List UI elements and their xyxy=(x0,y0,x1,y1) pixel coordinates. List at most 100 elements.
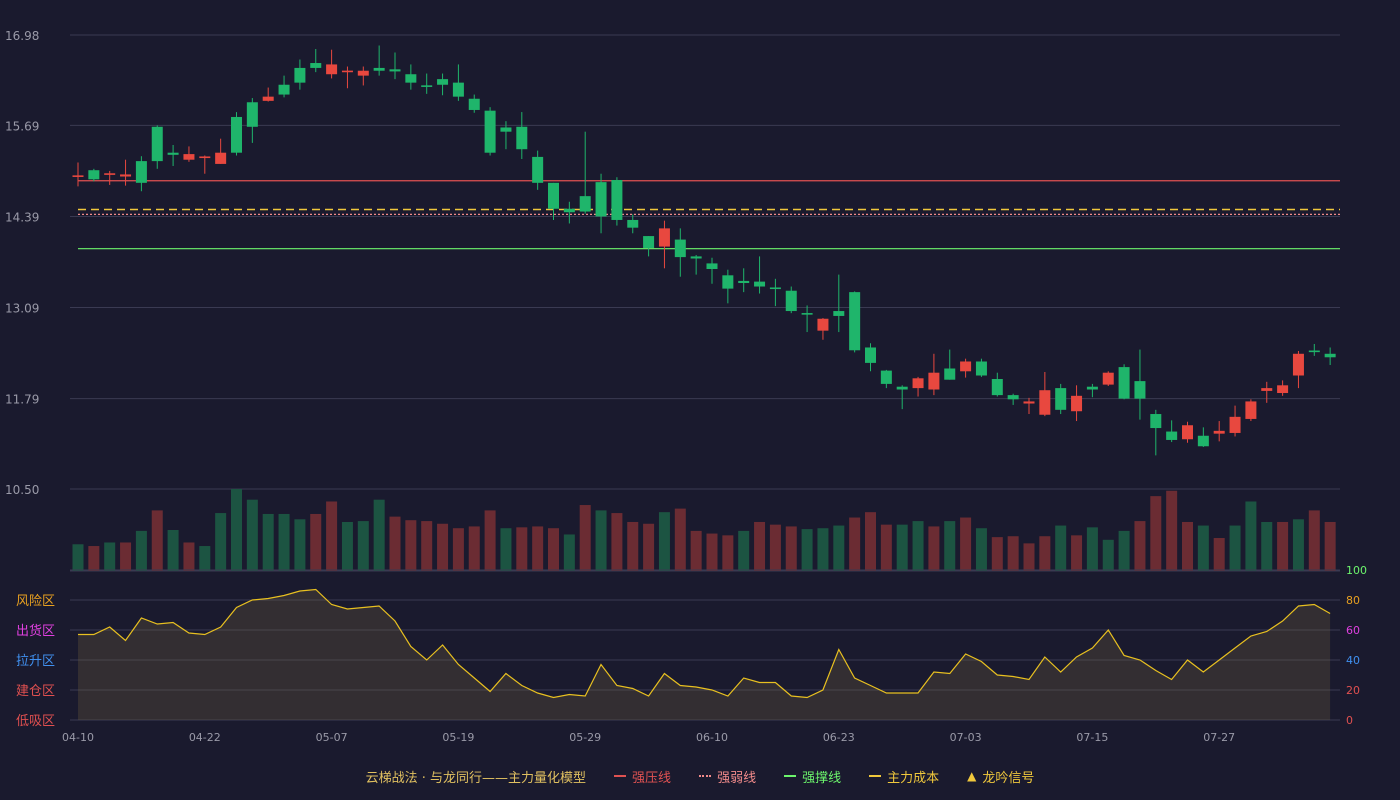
legend-item-strong-support[interactable]: 强撑线 xyxy=(784,767,841,786)
candle xyxy=(246,98,258,143)
volume-bar xyxy=(1166,490,1178,571)
volume-bar xyxy=(1055,525,1067,571)
candle-body xyxy=(944,368,956,380)
volume-bar xyxy=(627,521,639,571)
volume-bar xyxy=(738,530,750,571)
candle xyxy=(991,372,1003,397)
legend-label: 强压线 xyxy=(632,770,672,786)
candle xyxy=(167,144,179,167)
volume-bar xyxy=(468,526,480,571)
osc-tick-label: 0 xyxy=(1346,714,1353,727)
candle xyxy=(1150,409,1162,456)
volume-bar xyxy=(1118,530,1130,571)
volume-bar xyxy=(865,512,876,571)
candle-body xyxy=(1324,353,1336,358)
x-axis: 04-10 04-22 05-07 05-19 05-29 06-10 06-23 07-03… xyxy=(62,731,1235,744)
volume-bar xyxy=(421,521,433,571)
volume-bar xyxy=(1086,527,1098,571)
candle xyxy=(1308,343,1320,356)
candle xyxy=(579,131,591,214)
candle-body xyxy=(246,102,258,127)
volume-bar xyxy=(801,529,813,571)
volume-bar xyxy=(1071,535,1083,571)
candle-body xyxy=(421,85,433,87)
volume-bar xyxy=(880,524,892,571)
candle xyxy=(1134,349,1146,420)
volume-bar xyxy=(104,542,116,571)
candle xyxy=(88,168,100,182)
volume-bar xyxy=(944,521,956,571)
volume-bar xyxy=(1245,501,1257,571)
candle-body xyxy=(801,313,813,315)
volume-bar xyxy=(151,510,163,571)
candle-body xyxy=(960,361,972,372)
candle-body xyxy=(468,98,480,110)
legend-label: 强撑线 xyxy=(802,770,842,786)
volume-bar xyxy=(516,527,528,571)
candle-body xyxy=(262,96,274,101)
volume-bar xyxy=(532,526,544,571)
candle xyxy=(722,269,734,304)
candle-body xyxy=(183,154,195,160)
volume-bar xyxy=(1007,536,1019,571)
candle-body xyxy=(120,174,132,177)
candle-body xyxy=(373,67,385,71)
osc-tick-label: 60 xyxy=(1346,624,1360,637)
volume-bar xyxy=(1229,525,1241,571)
oscillator-line xyxy=(78,588,1331,699)
candle xyxy=(104,170,116,185)
candle-body xyxy=(865,347,876,363)
candle xyxy=(1182,421,1193,443)
legend-item-strong-pressure[interactable]: 强压线 xyxy=(614,767,671,786)
volume-bar xyxy=(310,513,322,571)
candle xyxy=(484,107,496,156)
candle-body xyxy=(1245,401,1257,419)
candle xyxy=(262,87,274,102)
volume-bar xyxy=(896,524,908,571)
legend-item-main-cost[interactable]: 主力成本 xyxy=(869,767,939,786)
zone-label: 建仓区 xyxy=(16,684,55,699)
candle xyxy=(278,75,290,98)
candle xyxy=(817,318,829,340)
candle-body xyxy=(1134,381,1146,399)
solid-line-icon xyxy=(614,775,627,777)
candle xyxy=(421,73,433,94)
x-tick-label: 05-29 xyxy=(569,731,601,744)
zone-label: 风险区 xyxy=(16,594,55,609)
x-tick-label: 04-22 xyxy=(189,731,221,744)
candle xyxy=(1055,383,1067,415)
candle xyxy=(548,182,559,220)
candle-body xyxy=(452,82,464,97)
volume-bars xyxy=(70,489,1340,572)
level-lines xyxy=(78,180,1340,250)
candle-body xyxy=(500,127,512,132)
volume-bar xyxy=(246,499,258,571)
volume-bar xyxy=(357,521,369,571)
candle xyxy=(151,125,163,169)
zone-label: 低吸区 xyxy=(16,714,55,729)
volume-bar xyxy=(452,528,464,571)
osc-tick-label: 100 xyxy=(1346,564,1367,577)
candle-body xyxy=(1308,350,1320,353)
chart-legend: 云梯战法 · 与龙同行——主力量化模型 强压线 强弱线 强撑线 主力成本 ▲ 龙… xyxy=(0,766,1400,786)
volume-bar xyxy=(231,489,242,571)
volume-bar xyxy=(769,524,781,571)
volume-bar xyxy=(1134,521,1146,571)
candle-body xyxy=(72,175,84,177)
candle-body xyxy=(833,311,845,316)
candle xyxy=(960,358,972,378)
candle xyxy=(595,173,607,234)
osc-tick-label: 20 xyxy=(1346,684,1360,697)
candle xyxy=(389,52,401,80)
volume-bar xyxy=(785,526,797,571)
candle-body xyxy=(341,70,353,73)
candle-body xyxy=(199,156,211,159)
legend-item-strong-weak[interactable]: 强弱线 xyxy=(699,767,756,786)
legend-item-dragon-signal[interactable]: ▲ 龙吟信号 xyxy=(967,767,1034,786)
volume-bar xyxy=(722,535,734,571)
candle xyxy=(1277,380,1289,396)
candle xyxy=(627,214,639,234)
candle-body xyxy=(817,318,829,331)
candle xyxy=(310,49,322,73)
volume-bar xyxy=(1308,510,1320,571)
